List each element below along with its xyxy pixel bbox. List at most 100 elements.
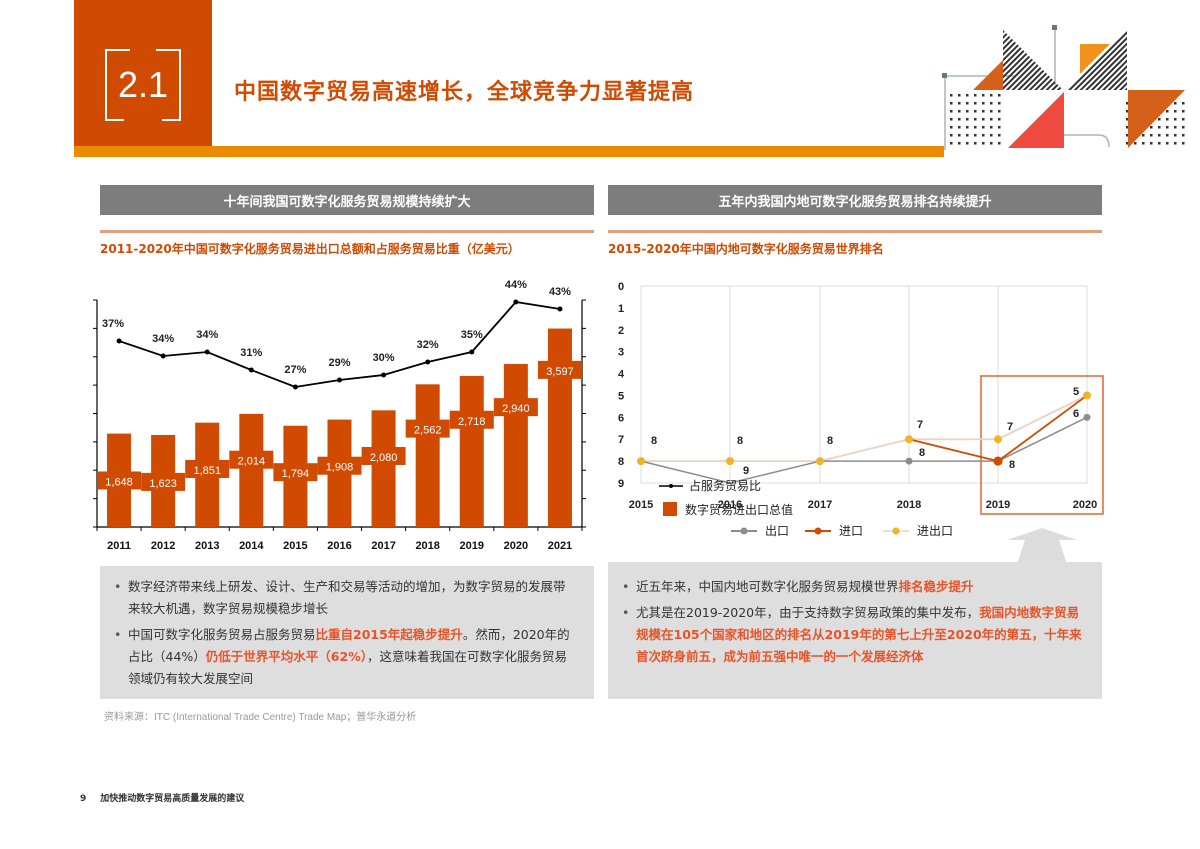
share-label: 27% (284, 364, 306, 376)
bar-value-label-bg (537, 360, 582, 379)
y-tick-label: 2 (618, 325, 624, 337)
bar-value-label: 2,562 (414, 425, 442, 437)
y-tick-label: 1 (618, 303, 624, 315)
bar-value-label: 1,648 (105, 476, 133, 488)
bar (459, 375, 484, 527)
bar (415, 384, 440, 527)
share-label: 34% (196, 329, 218, 341)
bar (547, 328, 572, 527)
share-label: 30% (373, 352, 395, 364)
share-label: 32% (417, 339, 439, 351)
x-tick-label: 2019 (986, 499, 1010, 511)
left-note-1: 数字经济带来线上研发、设计、生产和交易等活动的增加，为数字贸易的发展带来较大机遇… (114, 576, 576, 620)
legend-bar-swatch (663, 502, 677, 516)
x-tick-label: 2014 (239, 540, 264, 552)
x-tick-label: 2020 (1073, 499, 1097, 511)
bar-value-label-bg (273, 463, 318, 482)
legend-share-label: 占服务贸易比 (689, 478, 761, 493)
left-note-2: 中国可数字化服务贸易占服务贸易比重自2015年起稳步提升。然而，2020年的占比… (114, 624, 576, 690)
right-chart-title: 2015-2020年中国内地可数字化服务贸易世界排名 (608, 242, 884, 256)
bar-value-label: 2,080 (370, 452, 398, 464)
left-notes: 数字经济带来线上研发、设计、生产和交易等活动的增加，为数字贸易的发展带来较大机遇… (100, 566, 594, 699)
left-panel-heading: 十年间我国可数字化服务贸易规模持续扩大 (100, 185, 594, 215)
share-label: 35% (461, 329, 483, 341)
source-note: 资料来源：ITC (International Trade Centre) Tr… (104, 712, 417, 723)
bar-value-label: 1,851 (193, 465, 221, 477)
y-tick-label: 4 (618, 369, 625, 381)
bar-value-label-bg (493, 398, 538, 417)
share-line (118, 301, 561, 388)
x-tick-label: 2013 (195, 540, 219, 552)
share-label: 31% (240, 347, 262, 359)
x-tick-label: 2017 (371, 540, 395, 552)
x-tick-label: 2017 (808, 499, 832, 511)
x-tick-label: 2019 (460, 540, 484, 552)
point-label: 8 (651, 435, 657, 447)
y-tick-label: 7 (618, 434, 624, 446)
point-label: 8 (919, 447, 925, 459)
legend-label: 进出口 (917, 524, 953, 538)
share-label: 29% (328, 357, 350, 369)
up-arrow-icon (1007, 528, 1077, 570)
share-label: 34% (152, 333, 174, 345)
right-panel-heading: 五年内我国内地可数字化服务贸易排名持续提升 (608, 185, 1102, 215)
right-sub-rule (608, 230, 1102, 233)
footer-title: 加快推动数字贸易高质量发展的建议 (100, 794, 245, 804)
bar-value-label: 1,908 (326, 462, 354, 474)
bar-value-label-bg (449, 410, 494, 429)
point-label: 8 (827, 435, 833, 447)
point-label: 6 (1073, 408, 1079, 420)
bar-value-label: 2,940 (502, 403, 530, 415)
export-line (640, 416, 1088, 484)
page-footer: 9 加快推动数字贸易高质量发展的建议 (80, 791, 244, 804)
highlight-box (980, 375, 1104, 515)
right-note-1: 近五年来，中国内地可数字化服务贸易规模世界排名稳步提升 (622, 576, 1084, 598)
x-tick-label: 2021 (548, 540, 572, 552)
bar-value-label-bg (405, 419, 450, 438)
legend-label: 出口 (765, 524, 789, 538)
share-label: 43% (549, 286, 571, 298)
bar (371, 410, 396, 527)
right-notes: 近五年来，中国内地可数字化服务贸易规模世界排名稳步提升 尤其是在2019-202… (608, 562, 1102, 699)
bar-value-label: 2,718 (458, 416, 486, 428)
left-sub-rule (100, 230, 594, 233)
bar (239, 413, 264, 527)
bar-value-label-bg (317, 456, 362, 475)
bar-value-label-bg (185, 459, 230, 478)
page-number: 9 (80, 794, 87, 804)
y-tick-label: 6 (618, 412, 624, 424)
bar-value-label-bg (361, 446, 406, 465)
x-tick-label: 2015 (283, 540, 307, 552)
bar-value-label: 2,014 (238, 456, 266, 468)
share-label: 37% (102, 318, 124, 330)
y-tick-label: 8 (618, 456, 624, 468)
total-line (641, 394, 1088, 463)
right-note-2: 尤其是在2019-2020年，由于支持数字贸易政策的集中发布，我国内地数字贸易规… (622, 602, 1084, 668)
bar-value-label: 1,794 (282, 468, 310, 480)
left-combo-chart: 1,648 2011 1,623 2012 1,851 2013 2,014 2014 1,79… (93, 279, 586, 552)
section-number: 2.1 (104, 48, 182, 122)
bar-value-label: 1,623 (149, 478, 177, 490)
x-tick-label: 2016 (327, 540, 351, 552)
legend-label: 进口 (839, 524, 863, 538)
bracket-frame-icon (105, 49, 181, 121)
share-label: 44% (505, 279, 527, 291)
bar-value-label: 3,597 (546, 366, 574, 378)
x-tick-label: 2015 (629, 499, 653, 511)
bar-value-label-bg (229, 450, 274, 469)
decorative-geometric-icon (942, 25, 1185, 150)
bar-value-label-bg (97, 471, 142, 490)
y-tick-label: 3 (618, 347, 624, 359)
point-label: 7 (917, 419, 923, 431)
left-chart-title: 2011-2020年中国可数字化服务贸易进出口总额和占服务贸易比重（亿美元） (100, 242, 520, 256)
header-rule (74, 146, 944, 157)
point-label: 8 (1009, 459, 1015, 471)
y-tick-label: 0 (618, 281, 624, 293)
section-badge (74, 0, 212, 146)
legend-bar-label: 数字贸易进出口总值 (685, 502, 793, 517)
y-tick-label: 9 (618, 478, 624, 490)
point-label: 7 (1007, 421, 1013, 433)
point-label: 8 (737, 435, 743, 447)
x-tick-label: 2018 (897, 499, 921, 511)
page-title: 中国数字贸易高速增长，全球竞争力显著提高 (234, 80, 695, 105)
